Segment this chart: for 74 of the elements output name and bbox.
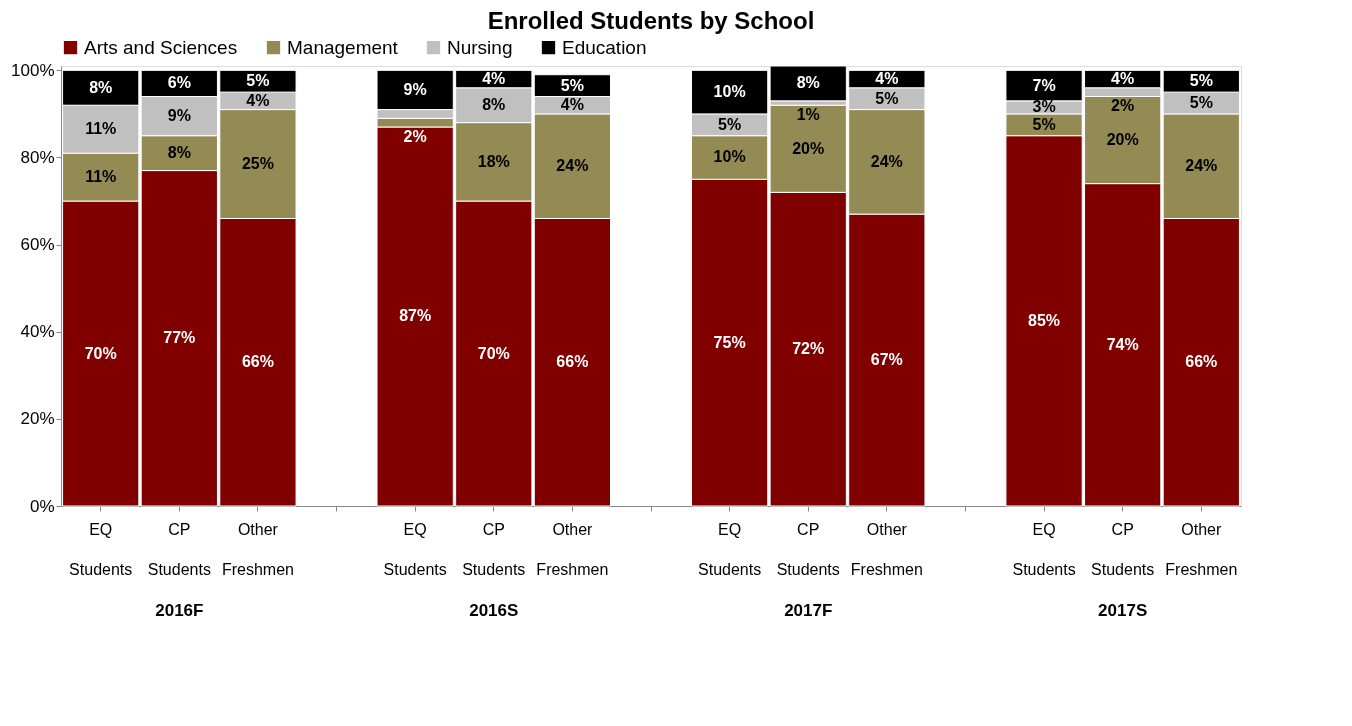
data-label: 5% bbox=[718, 115, 742, 133]
y-tick-label: 60% bbox=[20, 235, 55, 255]
data-label: 85% bbox=[1028, 311, 1061, 329]
data-label: 8% bbox=[796, 74, 820, 92]
y-tick-label: 80% bbox=[20, 147, 55, 167]
y-tick-label: 0% bbox=[29, 496, 55, 516]
text: 2017S bbox=[1098, 601, 1148, 620]
text: 2017F bbox=[784, 601, 833, 620]
category-label: Other Freshmen bbox=[1165, 520, 1238, 578]
category-label: EQ Students bbox=[1012, 520, 1076, 578]
data-label: 24% bbox=[556, 157, 589, 175]
legend-label: Nursing bbox=[447, 36, 513, 58]
data-label: 75% bbox=[713, 333, 746, 351]
y-tick-label: 20% bbox=[20, 409, 55, 429]
data-label: 70% bbox=[477, 344, 510, 362]
data-label: 8% bbox=[482, 96, 506, 114]
data-label: 25% bbox=[241, 155, 274, 173]
data-label: 66% bbox=[1185, 353, 1218, 371]
y-tick-label: 100% bbox=[11, 60, 55, 80]
data-label: 3% bbox=[1032, 98, 1056, 116]
chart-title: Enrolled Students by School bbox=[487, 7, 815, 34]
data-label: 1% bbox=[796, 106, 820, 124]
data-label: 7% bbox=[1032, 76, 1056, 94]
data-label: 8% bbox=[167, 144, 191, 162]
category-label: EQ Students bbox=[69, 520, 133, 578]
legend-label: Arts and Sciences bbox=[84, 36, 238, 58]
data-label: 5% bbox=[1189, 72, 1213, 90]
data-label: 5% bbox=[1189, 94, 1213, 112]
data-label: 5% bbox=[1032, 115, 1056, 133]
data-label: 18% bbox=[477, 152, 510, 170]
data-label: 6% bbox=[167, 74, 191, 92]
data-label: 4% bbox=[482, 70, 506, 88]
data-label: 5% bbox=[560, 76, 584, 94]
category-label: Other Freshmen bbox=[536, 520, 609, 578]
category-label: Other Freshmen bbox=[221, 520, 294, 578]
category-label: EQ Students bbox=[383, 520, 447, 578]
data-label: 20% bbox=[792, 139, 825, 157]
data-label: 66% bbox=[241, 353, 274, 371]
category-label: EQ Students bbox=[698, 520, 762, 578]
category-label: CP Students bbox=[462, 520, 526, 578]
data-label: 66% bbox=[556, 353, 589, 371]
data-label: 11% bbox=[85, 120, 117, 138]
legend-label: Education bbox=[562, 36, 647, 58]
data-label: 5% bbox=[246, 72, 270, 90]
data-label: 20% bbox=[1106, 131, 1139, 149]
text: 2016F bbox=[155, 601, 204, 620]
data-label: 10% bbox=[713, 148, 746, 166]
data-label: 24% bbox=[1185, 157, 1218, 175]
data-label: 2% bbox=[1111, 97, 1135, 115]
data-label: 72% bbox=[792, 340, 825, 358]
data-label: 11% bbox=[85, 168, 117, 186]
category-label: CP Students bbox=[1091, 520, 1155, 578]
text: 2016S bbox=[469, 601, 519, 620]
data-label: 4% bbox=[246, 91, 270, 109]
data-label: 8% bbox=[89, 78, 113, 96]
legend-label: Management bbox=[287, 36, 399, 58]
data-label: 74% bbox=[1106, 335, 1139, 353]
data-label: 70% bbox=[84, 344, 117, 362]
data-label: 9% bbox=[403, 80, 427, 98]
data-label: 77% bbox=[163, 329, 196, 347]
data-label: 5% bbox=[875, 89, 899, 107]
data-label: 10% bbox=[713, 83, 746, 101]
data-label: 9% bbox=[167, 107, 191, 125]
data-label: 4% bbox=[875, 70, 899, 88]
data-label: 87% bbox=[399, 307, 432, 325]
category-label: CP Students bbox=[147, 520, 211, 578]
data-label: 67% bbox=[870, 351, 903, 369]
data-label: 4% bbox=[1111, 70, 1135, 88]
y-tick-label: 40% bbox=[20, 322, 55, 342]
data-label: 2% bbox=[403, 127, 427, 145]
data-label: 24% bbox=[870, 152, 903, 170]
data-label: 4% bbox=[560, 96, 584, 114]
category-label: Other Freshmen bbox=[850, 520, 923, 578]
category-label: CP Students bbox=[776, 520, 840, 578]
